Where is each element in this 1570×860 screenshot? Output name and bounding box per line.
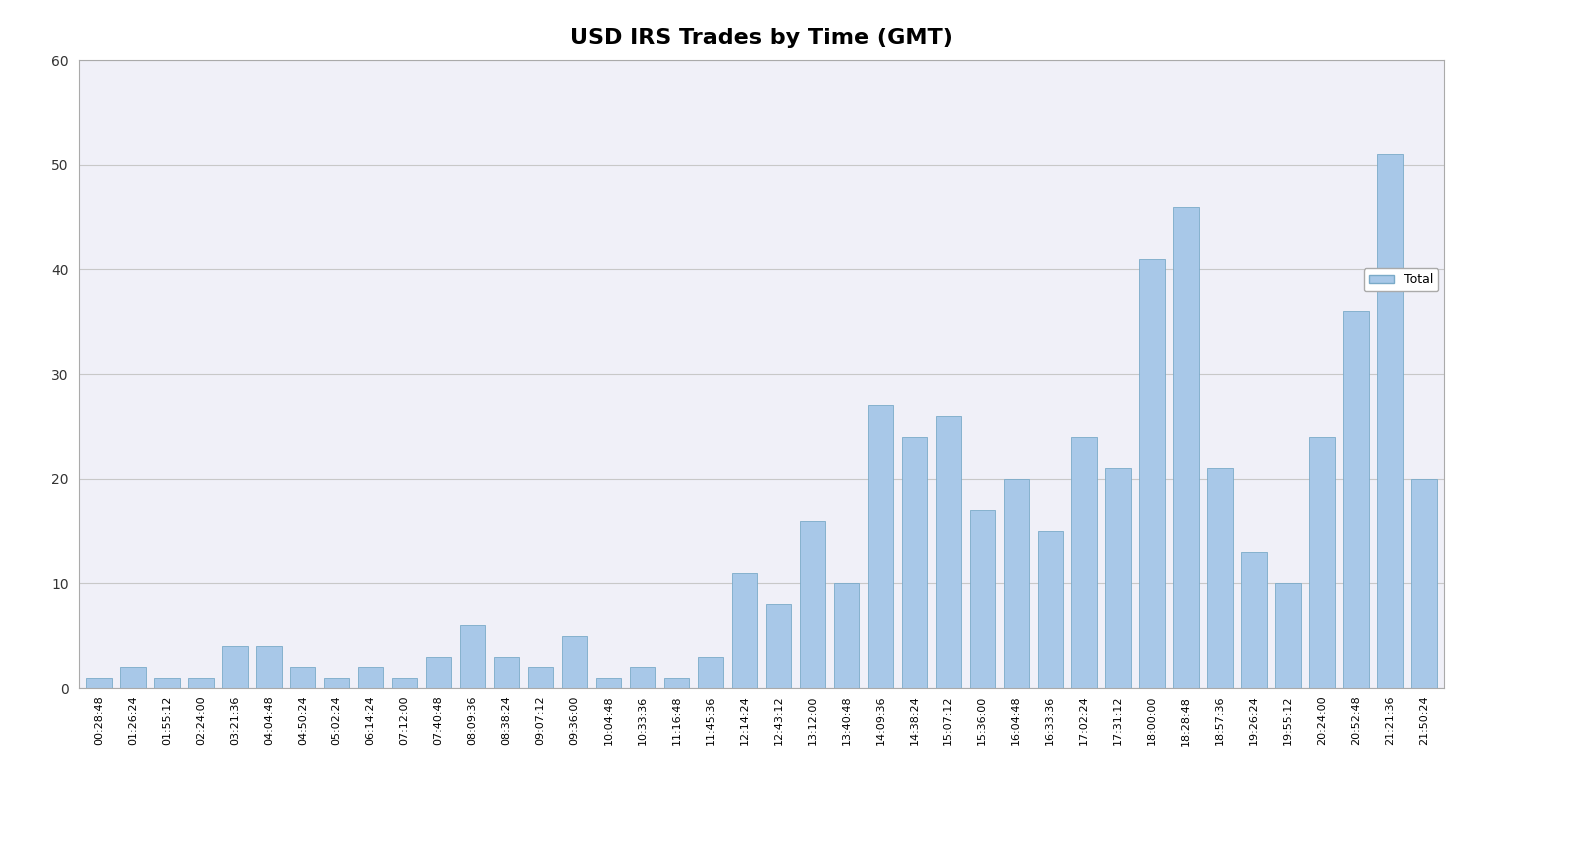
Bar xyxy=(121,667,146,688)
Bar xyxy=(562,636,587,688)
Bar xyxy=(868,405,893,688)
Bar xyxy=(1207,468,1232,688)
Bar xyxy=(834,583,859,688)
Bar xyxy=(630,667,655,688)
Bar xyxy=(1309,437,1334,688)
Bar xyxy=(732,573,757,688)
Bar xyxy=(358,667,383,688)
Legend: Total: Total xyxy=(1364,268,1438,292)
Bar xyxy=(1038,531,1063,688)
Bar xyxy=(697,657,724,688)
Bar xyxy=(256,646,281,688)
Bar xyxy=(1105,468,1130,688)
Bar xyxy=(528,667,553,688)
Bar xyxy=(1003,479,1028,688)
Bar xyxy=(936,416,961,688)
Bar xyxy=(221,646,248,688)
Bar xyxy=(290,667,316,688)
Bar xyxy=(1377,154,1402,688)
Bar xyxy=(664,678,689,688)
Bar xyxy=(766,605,791,688)
Bar xyxy=(1275,583,1302,688)
Bar xyxy=(188,678,214,688)
Bar xyxy=(1242,552,1267,688)
Bar xyxy=(799,520,826,688)
Bar xyxy=(1140,259,1165,688)
Bar xyxy=(86,678,111,688)
Bar xyxy=(460,625,485,688)
Bar xyxy=(1411,479,1437,688)
Bar xyxy=(425,657,452,688)
Bar xyxy=(1173,206,1199,688)
Bar xyxy=(392,678,418,688)
Bar xyxy=(1344,311,1369,688)
Bar xyxy=(970,510,995,688)
Bar xyxy=(1071,437,1097,688)
Bar xyxy=(495,657,520,688)
Bar xyxy=(323,678,350,688)
Bar xyxy=(901,437,928,688)
Bar xyxy=(595,678,622,688)
Bar xyxy=(154,678,179,688)
Title: USD IRS Trades by Time (GMT): USD IRS Trades by Time (GMT) xyxy=(570,28,953,47)
